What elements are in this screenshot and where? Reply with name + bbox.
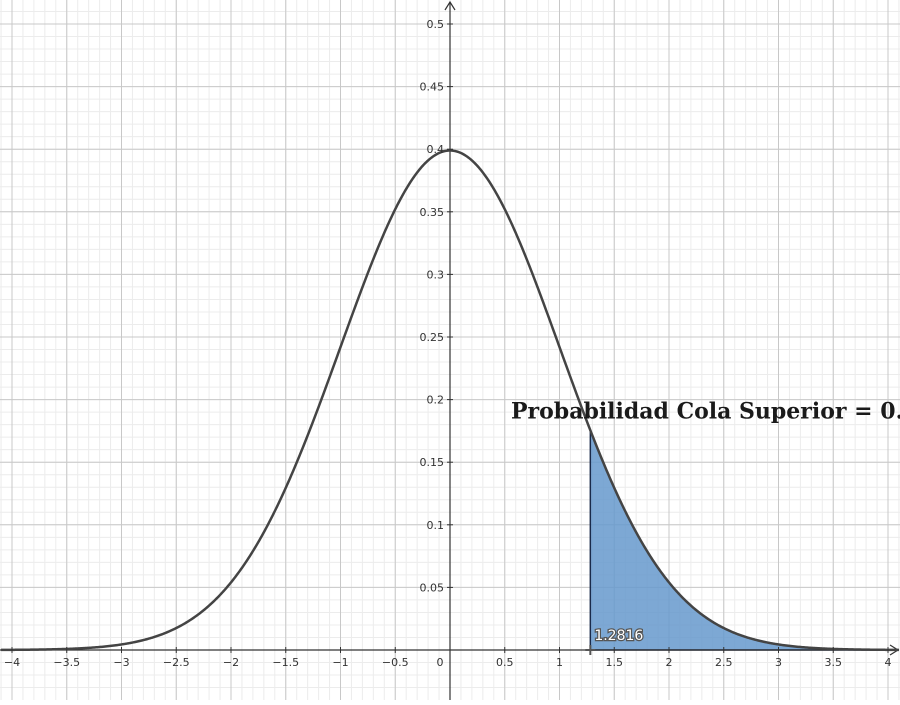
x-tick-label: −1 xyxy=(332,656,348,669)
x-tick-label: −3 xyxy=(113,656,129,669)
y-tick-label: 0.3 xyxy=(427,268,445,281)
y-tick-label: 0.15 xyxy=(420,456,445,469)
y-tick-label: 0.2 xyxy=(427,394,445,407)
critical-value-marker xyxy=(585,645,596,655)
y-axis-arrow xyxy=(444,0,456,11)
x-tick-label: 1 xyxy=(556,656,563,669)
y-tick-label: 0.35 xyxy=(420,206,445,219)
x-tick-label: −1.5 xyxy=(272,656,299,669)
critical-value-label: 1.2816 xyxy=(594,628,643,644)
x-tick-label: 4 xyxy=(885,656,892,669)
x-tick-labels: −4 −3.5 −3 −2.5 −2 −1.5 −1 −0.5 0 0.5 1 1.5 2 2.5 3 3.5… xyxy=(4,647,892,669)
y-tick-labels: 0.05 0.1 0.15 0.2 0.25 0.3 0.35 0.4 0.45 0.5 xyxy=(420,18,453,594)
y-tick-label: 0.05 xyxy=(420,581,445,594)
tail-probability-annotation: Probabilidad Cola Superior = 0.1 xyxy=(511,398,900,424)
x-tick-label: 3 xyxy=(775,656,782,669)
y-tick-label: 0.1 xyxy=(427,519,445,532)
x-tick-label: −3.5 xyxy=(53,656,80,669)
x-tick-label: −2.5 xyxy=(163,656,190,669)
y-tick-label: 0.5 xyxy=(427,18,445,31)
x-tick-label: 0 xyxy=(437,656,444,669)
y-tick-label: 0.25 xyxy=(420,331,445,344)
x-tick-label: −4 xyxy=(4,656,20,669)
x-tick-label: −2 xyxy=(223,656,239,669)
x-tick-label: 3.5 xyxy=(825,656,843,669)
x-tick-label: 2.5 xyxy=(715,656,733,669)
y-tick-label: 0.45 xyxy=(420,81,445,94)
x-tick-label: 1.5 xyxy=(606,656,624,669)
x-tick-label: −0.5 xyxy=(382,656,409,669)
y-tick-label: 0.4 xyxy=(427,143,445,156)
x-tick-label: 0.5 xyxy=(496,656,514,669)
x-tick-label: 2 xyxy=(666,656,673,669)
normal-curve-line xyxy=(1,149,899,652)
